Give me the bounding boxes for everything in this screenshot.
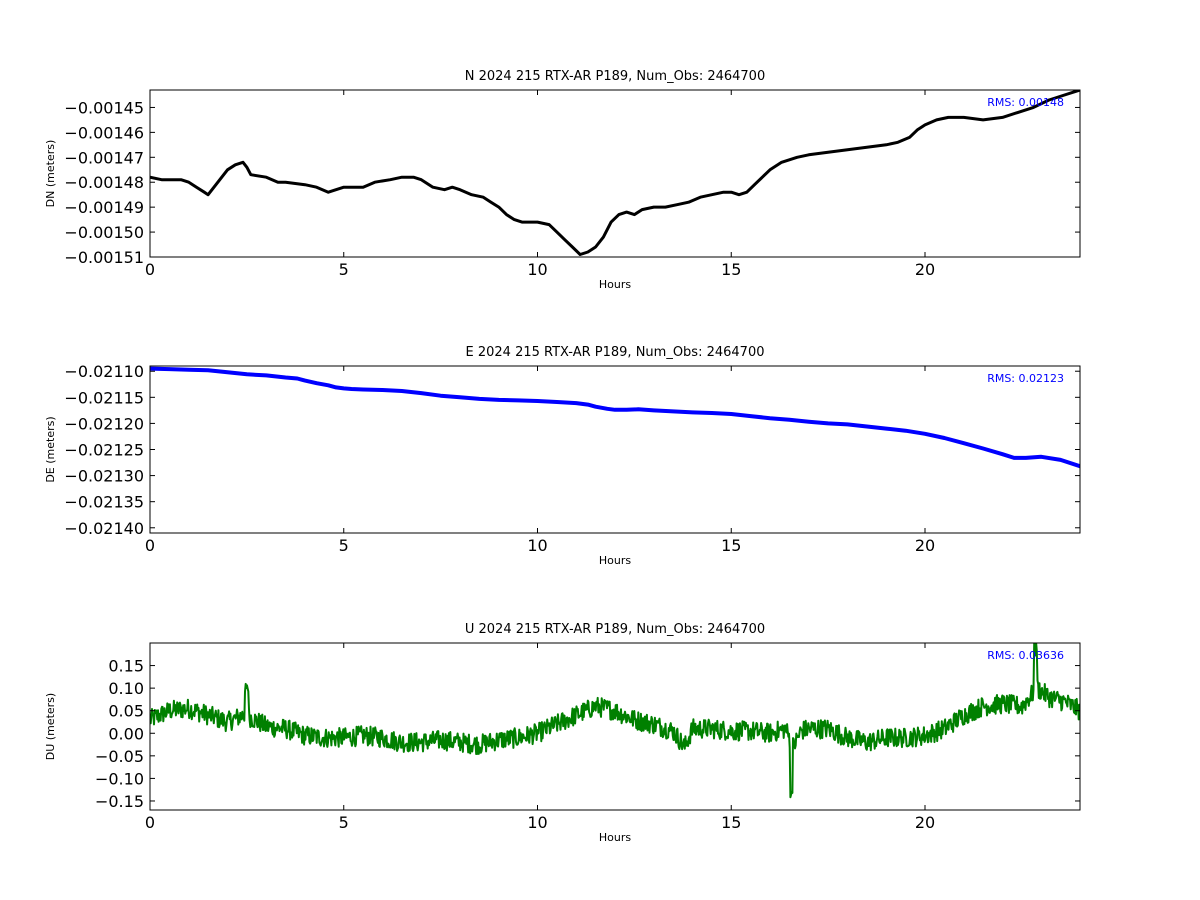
y-axis-label: DU (meters): [44, 693, 57, 760]
x-axis-label: Hours: [599, 554, 631, 567]
y-tick-label: −0.02130: [64, 467, 144, 486]
axes-frame: [149, 365, 1081, 534]
x-tick-label: 10: [527, 260, 547, 279]
x-tick-label: 5: [339, 260, 349, 279]
y-tick-label: 0.00: [108, 724, 144, 743]
x-tick-label: 20: [915, 536, 935, 555]
x-tick-label: 0: [145, 260, 155, 279]
x-tick-label: 20: [915, 260, 935, 279]
y-tick-label: −0.02120: [64, 414, 144, 433]
series-line: [150, 90, 1080, 256]
axes-frame: [149, 89, 1081, 258]
y-tick-label: 0.10: [108, 679, 144, 698]
y-tick-label: 0.15: [108, 657, 144, 676]
x-tick-label: 20: [915, 813, 935, 832]
x-tick-label: 15: [721, 260, 741, 279]
y-tick-label: −0.00148: [64, 173, 144, 192]
subplot-title: N 2024 215 RTX-AR P189, Num_Obs: 2464700: [465, 69, 765, 84]
y-tick-label: −0.02110: [64, 362, 144, 381]
y-tick-label: −0.15: [95, 792, 144, 811]
y-tick-label: −0.00150: [64, 223, 144, 242]
series-line: [150, 643, 1080, 799]
x-tick-label: 15: [721, 813, 741, 832]
y-tick-label: −0.02115: [64, 388, 144, 407]
y-tick-label: −0.10: [95, 769, 144, 788]
y-tick-label: −0.05: [95, 747, 144, 766]
x-tick-label: 5: [339, 536, 349, 555]
y-tick-label: −0.00151: [64, 248, 144, 267]
y-tick-label: −0.00149: [64, 198, 144, 217]
subplot-title: U 2024 215 RTX-AR P189, Num_Obs: 2464700: [465, 622, 765, 637]
x-tick-label: 0: [145, 536, 155, 555]
y-tick-label: −0.02135: [64, 493, 144, 512]
x-tick-label: 10: [527, 813, 547, 832]
subplot-north: 0 5 10 15 20 −0.00145 −0.00146 −0.00147 −0.00148…: [44, 69, 1081, 291]
x-tick-label: 10: [527, 536, 547, 555]
rms-annotation: RMS: 0.00148: [987, 96, 1064, 109]
series-line: [150, 366, 1080, 469]
subplot-title: E 2024 215 RTX-AR P189, Num_Obs: 2464700: [466, 345, 765, 360]
x-tick-label: 5: [339, 813, 349, 832]
y-axis-label: DN (meters): [44, 140, 57, 208]
x-axis-label: Hours: [599, 278, 631, 291]
rms-annotation: RMS: 0.03636: [987, 649, 1064, 662]
y-axis-label: DE (meters): [44, 416, 57, 482]
y-tick-label: −0.00147: [64, 148, 144, 167]
x-axis-label: Hours: [599, 831, 631, 844]
y-tick-label: −0.00145: [64, 98, 144, 117]
y-tick-label: 0.05: [108, 702, 144, 721]
y-tick-label: −0.02140: [64, 519, 144, 538]
rms-annotation: RMS: 0.02123: [987, 372, 1064, 385]
x-tick-label: 0: [145, 813, 155, 832]
x-tick-label: 15: [721, 536, 741, 555]
subplot-up: 0 5 10 15 20 0.15 0.10 0.05 0.00 −0.05 −0.10 −0.15 U…: [44, 622, 1081, 844]
y-tick-label: −0.00146: [64, 123, 144, 142]
subplot-east: 0 5 10 15 20 −0.02110 −0.02115 −0.02120 −0.02125…: [44, 345, 1081, 567]
y-tick-label: −0.02125: [64, 441, 144, 460]
axes-frame: [149, 642, 1081, 811]
